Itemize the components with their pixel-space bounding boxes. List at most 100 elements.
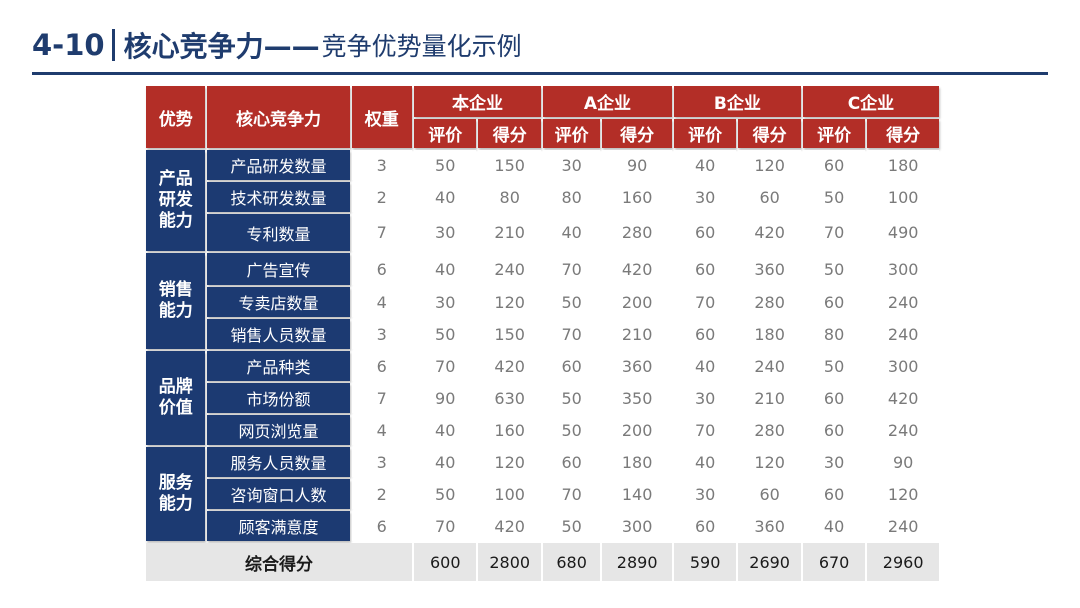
table-row: 品牌 价值 产品种类 6 70 420 60 360 40 240 50 300 bbox=[146, 351, 939, 445]
eval-cell: 40 bbox=[673, 351, 737, 381]
score-cell: 200 bbox=[602, 415, 672, 445]
score-cell: 420 bbox=[478, 351, 541, 381]
weight-cell: 6 bbox=[351, 253, 412, 285]
weight-cell: 3 bbox=[351, 150, 412, 180]
eval-cell: 70 bbox=[673, 287, 737, 317]
score-cell: 90 bbox=[867, 447, 939, 477]
score-cell: 60 bbox=[738, 479, 801, 509]
eval-cell: 50 bbox=[414, 319, 477, 349]
weight-cell: 7 bbox=[351, 383, 412, 413]
eval-cell: 30 bbox=[414, 214, 477, 251]
total-score-cell: 2960 bbox=[867, 543, 939, 581]
competence-item: 销售人员数量 bbox=[207, 319, 350, 349]
eval-cell: 40 bbox=[414, 447, 477, 477]
header-company-c: C企业 bbox=[802, 86, 939, 117]
score-cell: 200 bbox=[602, 287, 672, 317]
score-cell: 300 bbox=[867, 351, 939, 381]
score-cell: 240 bbox=[867, 511, 939, 541]
eval-cell: 50 bbox=[542, 383, 601, 413]
eval-cell: 60 bbox=[802, 415, 866, 445]
header-score: 得分 bbox=[602, 119, 672, 148]
eval-cell: 40 bbox=[802, 511, 866, 541]
score-cell: 360 bbox=[738, 511, 801, 541]
title-underline bbox=[32, 72, 1048, 75]
title-sub: 竞争优势量化示例 bbox=[321, 32, 522, 61]
eval-cell: 30 bbox=[673, 479, 737, 509]
category-label: 销售 能力 bbox=[146, 253, 206, 349]
score-cell: 630 bbox=[478, 383, 541, 413]
competence-item: 专利数量 bbox=[207, 214, 350, 251]
title-main: 核心竞争力—— bbox=[123, 30, 320, 63]
eval-cell: 70 bbox=[542, 253, 601, 285]
eval-cell: 60 bbox=[673, 253, 737, 285]
eval-cell: 70 bbox=[542, 319, 601, 349]
eval-cell: 50 bbox=[802, 351, 866, 381]
header-score: 得分 bbox=[867, 119, 939, 148]
page-title: 4-10 核心竞争力—— 竞争优势量化示例 bbox=[32, 20, 522, 70]
table-row: 网页浏览量 4 40 160 50 200 70 280 60 240 bbox=[146, 415, 939, 445]
weight-cell: 4 bbox=[351, 287, 412, 317]
score-cell: 210 bbox=[602, 319, 672, 349]
weight-cell: 2 bbox=[351, 479, 412, 509]
score-cell: 160 bbox=[602, 182, 672, 212]
header-eval: 评价 bbox=[802, 119, 866, 148]
header-company-self: 本企业 bbox=[414, 86, 541, 117]
header-eval: 评价 bbox=[673, 119, 737, 148]
eval-cell: 70 bbox=[542, 479, 601, 509]
eval-cell: 30 bbox=[673, 383, 737, 413]
header-score: 得分 bbox=[738, 119, 801, 148]
score-cell: 360 bbox=[738, 253, 801, 285]
header-eval: 评价 bbox=[542, 119, 601, 148]
table-row: 销售人员数量 3 50 150 70 210 60 180 80 240 bbox=[146, 319, 939, 349]
total-score-cell: 590 bbox=[673, 543, 737, 581]
eval-cell: 40 bbox=[414, 182, 477, 212]
header-company-a: A企业 bbox=[542, 86, 672, 117]
weight-cell: 4 bbox=[351, 415, 412, 445]
category-label: 服务 能力 bbox=[146, 447, 206, 541]
table-row: 市场份额 7 90 630 50 350 30 210 60 420 bbox=[146, 383, 939, 413]
eval-cell: 40 bbox=[414, 253, 477, 285]
competence-item: 网页浏览量 bbox=[207, 415, 350, 445]
score-cell: 180 bbox=[867, 150, 939, 180]
eval-cell: 30 bbox=[414, 287, 477, 317]
eval-cell: 40 bbox=[673, 150, 737, 180]
weight-cell: 2 bbox=[351, 182, 412, 212]
score-cell: 120 bbox=[867, 479, 939, 509]
score-cell: 140 bbox=[602, 479, 672, 509]
score-cell: 210 bbox=[738, 383, 801, 413]
score-cell: 80 bbox=[478, 182, 541, 212]
table-row: 服务 能力 服务人员数量 3 40 120 60 180 40 120 30 90 bbox=[146, 447, 939, 541]
eval-cell: 60 bbox=[542, 351, 601, 381]
title-divider bbox=[111, 29, 115, 61]
eval-cell: 60 bbox=[802, 287, 866, 317]
eval-cell: 80 bbox=[542, 182, 601, 212]
eval-cell: 50 bbox=[542, 415, 601, 445]
total-score-cell: 2890 bbox=[602, 543, 672, 581]
score-cell: 120 bbox=[738, 447, 801, 477]
score-cell: 100 bbox=[478, 479, 541, 509]
eval-cell: 70 bbox=[802, 214, 866, 251]
score-cell: 280 bbox=[738, 287, 801, 317]
score-cell: 120 bbox=[478, 287, 541, 317]
eval-cell: 50 bbox=[542, 287, 601, 317]
header-company-b: B企业 bbox=[673, 86, 801, 117]
score-cell: 240 bbox=[867, 415, 939, 445]
score-cell: 150 bbox=[478, 319, 541, 349]
eval-cell: 50 bbox=[414, 150, 477, 180]
eval-cell: 50 bbox=[802, 182, 866, 212]
competence-item: 产品种类 bbox=[207, 351, 350, 381]
competence-item: 广告宣传 bbox=[207, 253, 350, 285]
weight-cell: 6 bbox=[351, 511, 412, 541]
eval-cell: 50 bbox=[414, 479, 477, 509]
score-cell: 120 bbox=[738, 150, 801, 180]
eval-cell: 30 bbox=[542, 150, 601, 180]
score-cell: 280 bbox=[738, 415, 801, 445]
competence-item: 顾客满意度 bbox=[207, 511, 350, 541]
competitiveness-table: 优势 核心竞争力 权重 本企业 A企业 B企业 C企业 评价 得分 评价 得分 … bbox=[144, 84, 941, 583]
category-label: 品牌 价值 bbox=[146, 351, 206, 445]
score-cell: 60 bbox=[738, 182, 801, 212]
total-label: 综合得分 bbox=[146, 543, 412, 581]
weight-cell: 7 bbox=[351, 214, 412, 251]
eval-cell: 60 bbox=[673, 214, 737, 251]
eval-cell: 50 bbox=[542, 511, 601, 541]
